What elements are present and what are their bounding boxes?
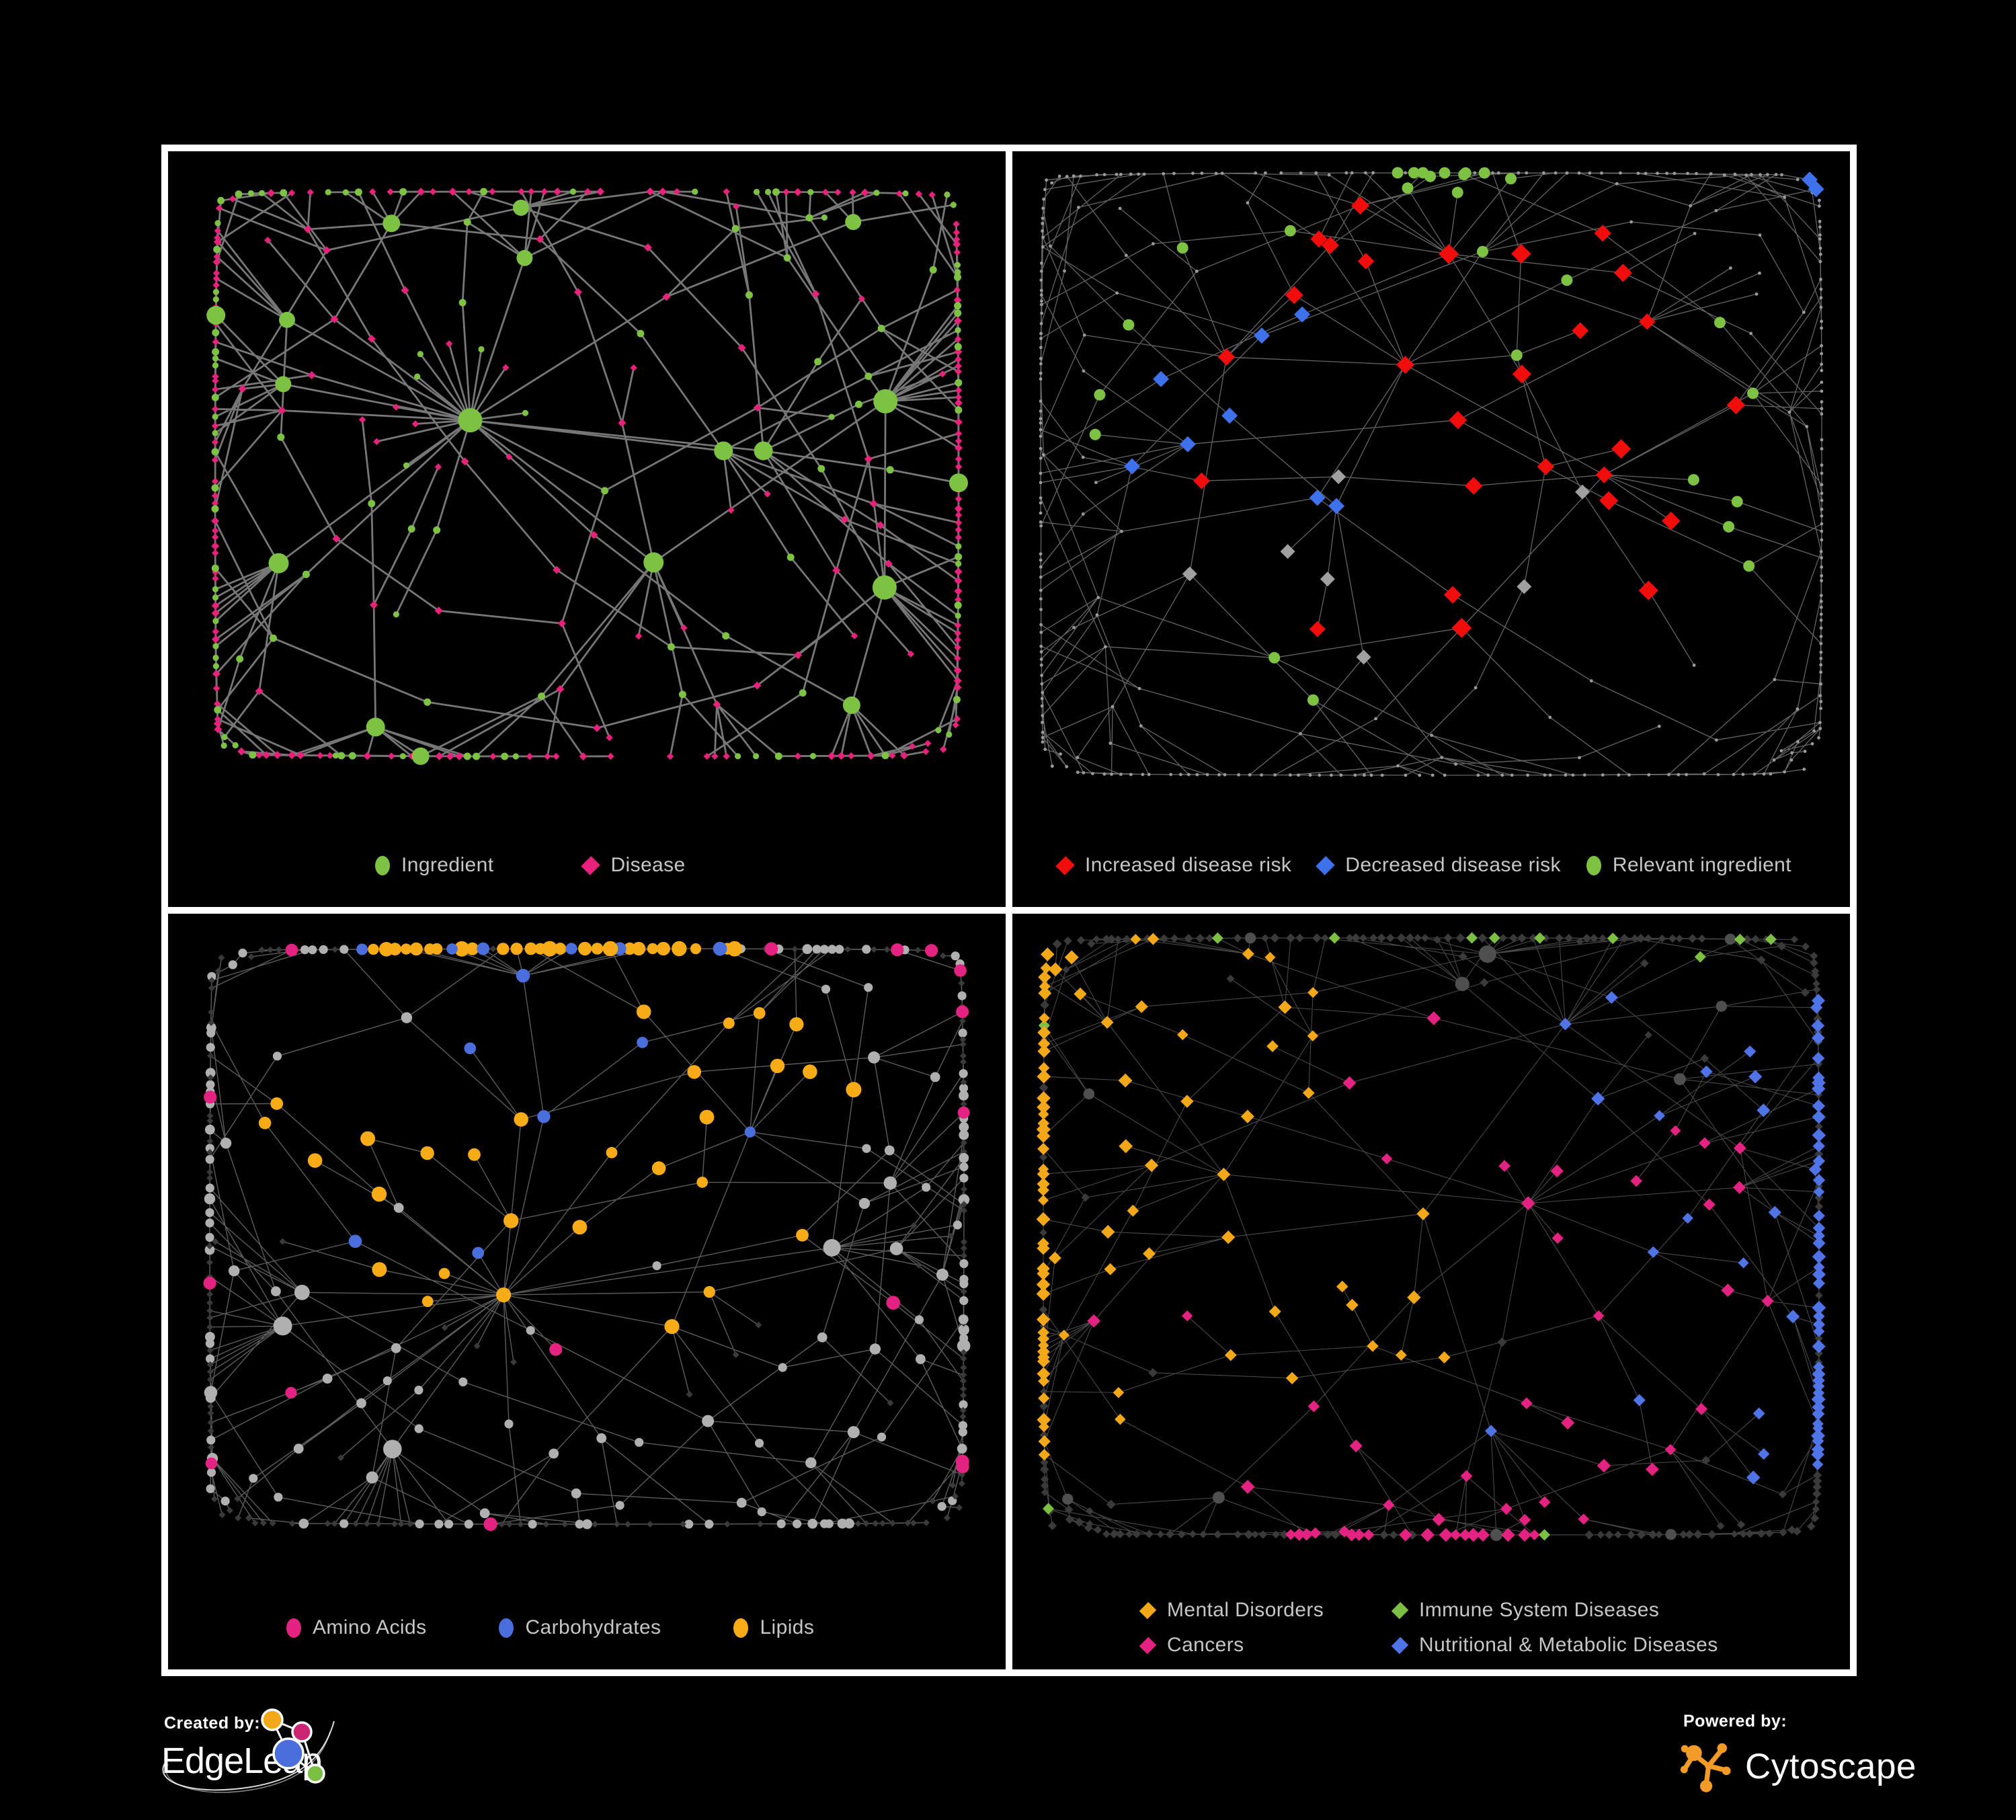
ingredient-disease-network-graph — [206, 188, 968, 765]
legend-nutrient-classes: Amino Acids Carbohydrates Lipids — [168, 1586, 1006, 1669]
legend-label: Lipids — [760, 1616, 815, 1638]
increased-risk-diamond-icon — [1055, 855, 1075, 875]
disease-class-network-graph — [1036, 932, 1826, 1542]
legend-item-lipids: Lipids — [733, 1616, 814, 1639]
legend-ingredient-disease: Ingredient Disease — [168, 824, 1006, 907]
legend-label: Amino Acids — [313, 1616, 427, 1638]
network-highlight-nodes — [1089, 167, 1824, 706]
legend-disease-classes: Mental Disorders Immune System Diseases … — [1012, 1586, 1850, 1669]
edgeleap-brand: EdgeLeap — [161, 1740, 322, 1782]
legend-item-relevant-ingredient: Relevant ingredient — [1586, 854, 1791, 877]
legend-item-ingredient: Ingredient — [375, 854, 493, 877]
network-highlight-nodes — [203, 941, 970, 1532]
legend-label: Carbohydrates — [525, 1616, 661, 1638]
network-nodes — [1039, 933, 1824, 1541]
created-by-label: Created by: — [164, 1714, 261, 1733]
powered-by-label: Powered by: — [1683, 1712, 1787, 1731]
cytoscape-brand-text: Cytoscape — [1745, 1746, 1917, 1786]
carbohydrates-circle-icon — [499, 1618, 514, 1638]
legend-label: Cancers — [1167, 1634, 1244, 1656]
edgeleap-orange-node — [261, 1708, 284, 1731]
cytoscape-brand: Cytoscape — [1679, 1737, 1917, 1796]
panel-disease-risk: Increased disease risk Decreased disease… — [1012, 151, 1850, 907]
legend-label: Ingredient — [401, 854, 494, 876]
legend-label: Mental Disorders — [1167, 1599, 1324, 1621]
mental-disorders-diamond-icon — [1139, 1601, 1157, 1619]
amino-acids-circle-icon — [286, 1618, 301, 1638]
legend-item-mental-disorders: Mental Disorders — [1139, 1599, 1392, 1622]
panels-frame: Ingredient Disease Increased disease ris… — [161, 145, 1857, 1676]
panel-nutrient-classes: Amino Acids Carbohydrates Lipids — [168, 914, 1006, 1669]
nutrient-class-network-graph — [203, 941, 971, 1532]
panel-ingredient-disease: Ingredient Disease — [168, 151, 1006, 907]
legend-item-increased-risk: Increased disease risk — [1055, 854, 1292, 877]
immune-system-diseases-diamond-icon — [1391, 1601, 1409, 1619]
network-highlight-nodes — [1036, 932, 1826, 1542]
network-highlight-nodes — [206, 188, 968, 765]
panel-disease-classes: Mental Disorders Immune System Diseases … — [1012, 914, 1850, 1669]
legend-item-carbohydrates: Carbohydrates — [499, 1616, 661, 1639]
relevant-ingredient-circle-icon — [1586, 855, 1601, 875]
legend-disease-risk: Increased disease risk Decreased disease… — [1012, 824, 1850, 907]
network-nodes — [1039, 171, 1824, 777]
legend-label: Decreased disease risk — [1345, 854, 1561, 876]
legend-label: Disease — [610, 854, 686, 876]
cytoscape-logo-nodes — [1680, 1743, 1731, 1792]
disease-risk-network-graph — [1039, 167, 1824, 777]
legend-label: Nutritional & Metabolic Diseases — [1419, 1634, 1718, 1656]
ingredient-circle-icon — [375, 855, 390, 875]
legend-item-cancers: Cancers — [1139, 1634, 1392, 1657]
disease-diamond-icon — [581, 855, 601, 875]
decreased-risk-diamond-icon — [1316, 855, 1336, 875]
lipids-circle-icon — [733, 1618, 749, 1638]
legend-item-immune-system-diseases: Immune System Diseases — [1391, 1599, 1850, 1622]
edgeleap-brand-text: EdgeLeap — [161, 1741, 322, 1781]
legend-item-decreased-risk: Decreased disease risk — [1316, 854, 1561, 877]
legend-label: Increased disease risk — [1085, 854, 1292, 876]
legend-item-disease: Disease — [581, 854, 686, 877]
legend-label: Relevant ingredient — [1612, 854, 1791, 876]
network-nodes — [211, 188, 963, 760]
cancers-diamond-icon — [1139, 1636, 1157, 1654]
legend-item-nutritional-metabolic-diseases: Nutritional & Metabolic Diseases — [1391, 1634, 1850, 1657]
cytoscape-logo-icon — [1680, 1743, 1731, 1792]
network-nodes — [204, 944, 971, 1530]
nutritional-metabolic-diseases-diamond-icon — [1391, 1636, 1409, 1654]
legend-item-amino-acids: Amino Acids — [286, 1616, 426, 1639]
legend-label: Immune System Diseases — [1419, 1599, 1660, 1621]
edgeleap-magenta-node — [291, 1721, 313, 1743]
